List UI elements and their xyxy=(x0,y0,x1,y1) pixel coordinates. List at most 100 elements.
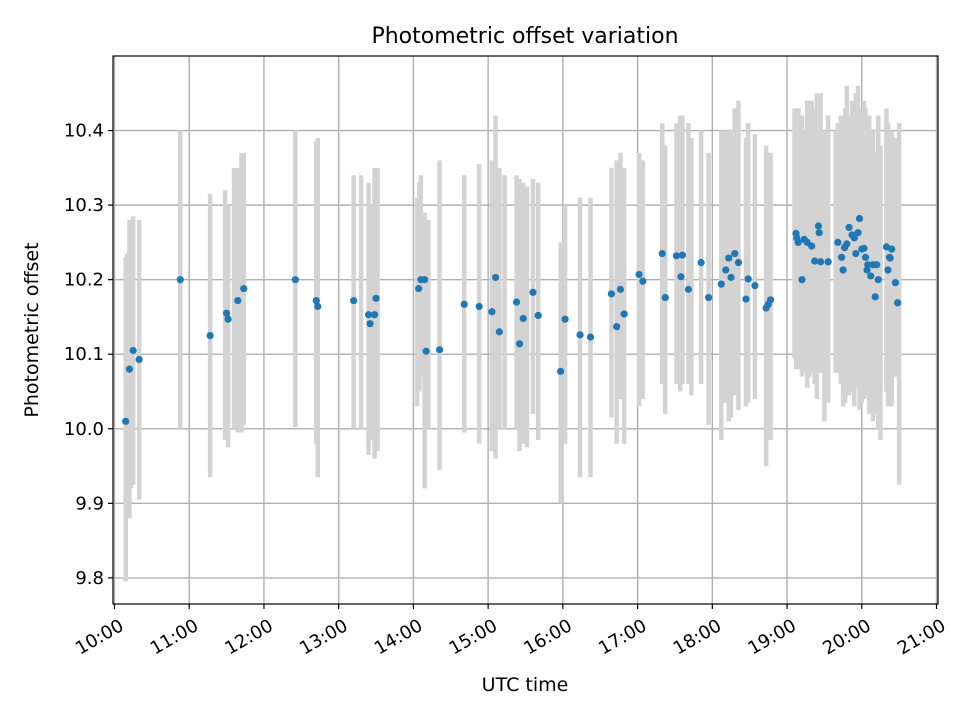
data-point xyxy=(135,355,143,364)
x-tick-label: 11:00 xyxy=(147,615,202,659)
data-point xyxy=(519,314,527,323)
data-point xyxy=(312,296,320,305)
data-point xyxy=(845,223,853,232)
data-point xyxy=(860,244,868,252)
data-point xyxy=(576,331,584,339)
data-point xyxy=(677,273,685,281)
data-point xyxy=(852,249,860,258)
data-point xyxy=(684,285,693,293)
data-point xyxy=(222,309,231,317)
data-point xyxy=(751,282,759,290)
y-tick-label: 10.2 xyxy=(64,270,104,291)
y-tick-label: 9.8 xyxy=(75,568,104,589)
data-point xyxy=(314,302,322,311)
data-point xyxy=(727,273,735,282)
data-point xyxy=(460,300,468,308)
data-point xyxy=(672,252,681,260)
data-point xyxy=(350,296,358,305)
data-point xyxy=(364,311,373,319)
y-axis-ticks: 9.8 9.9 10.0 10.1 10.2 10.3 10.4 xyxy=(64,121,113,589)
data-point xyxy=(717,280,725,288)
data-point xyxy=(366,320,374,328)
data-point xyxy=(744,275,752,283)
data-point xyxy=(291,276,299,284)
data-point xyxy=(658,249,666,258)
data-point xyxy=(697,258,705,267)
data-point xyxy=(422,347,430,355)
plot-frame xyxy=(112,55,939,605)
data-point xyxy=(815,229,823,237)
data-point xyxy=(370,311,379,319)
x-tick-label: 16:00 xyxy=(520,615,575,659)
data-point xyxy=(639,277,647,285)
data-point xyxy=(421,276,429,284)
data-point xyxy=(125,365,134,373)
data-point xyxy=(678,251,687,259)
data-point xyxy=(811,257,819,265)
data-point xyxy=(613,323,621,331)
data-point xyxy=(850,234,858,242)
data-point xyxy=(855,214,864,223)
data-point xyxy=(854,229,862,237)
data-point xyxy=(557,367,565,375)
data-point xyxy=(884,266,892,274)
data-point xyxy=(814,222,823,230)
data-point xyxy=(861,253,870,261)
x-axis-ticks: 10:00 11:00 12:00 13:00 14:00 15:00 16:00 17:00… xyxy=(72,604,949,659)
y-axis-label: Photometric offset xyxy=(21,242,43,417)
data-point xyxy=(635,270,643,279)
x-tick-label: 17:00 xyxy=(595,615,650,659)
data-point xyxy=(176,276,184,284)
data-point xyxy=(415,285,423,293)
x-tick-label: 13:00 xyxy=(296,615,351,659)
data-point xyxy=(843,240,851,248)
x-tick-label: 20:00 xyxy=(819,615,874,659)
data-point xyxy=(838,253,846,261)
data-point xyxy=(734,258,743,267)
data-point xyxy=(731,249,739,258)
x-axis-label: UTC time xyxy=(482,674,569,696)
y-tick-label: 10.4 xyxy=(64,121,104,142)
data-point xyxy=(529,288,537,296)
x-tick-label: 12:00 xyxy=(221,615,276,659)
data-point xyxy=(891,279,900,287)
data-point xyxy=(839,266,847,274)
data-point xyxy=(495,328,503,336)
data-point xyxy=(488,308,496,316)
data-point xyxy=(122,417,130,425)
chart-title: Photometric offset variation xyxy=(371,24,678,49)
data-point xyxy=(206,331,214,340)
data-point xyxy=(620,310,628,318)
data-point xyxy=(722,266,730,274)
data-point xyxy=(240,285,248,293)
data-point xyxy=(886,254,894,262)
data-point xyxy=(742,295,750,303)
x-tick-label: 21:00 xyxy=(894,615,949,659)
y-tick-label: 10.0 xyxy=(64,419,104,440)
data-point xyxy=(817,258,825,266)
data-point xyxy=(661,293,669,302)
data-point xyxy=(234,296,242,305)
data-point xyxy=(492,273,500,282)
data-point xyxy=(873,261,881,269)
data-point xyxy=(834,238,842,246)
data-point xyxy=(864,261,872,269)
x-tick-label: 10:00 xyxy=(72,615,127,659)
data-point xyxy=(475,302,483,311)
x-tick-label: 18:00 xyxy=(670,615,725,659)
data-point xyxy=(871,293,879,301)
x-tick-label: 14:00 xyxy=(371,615,426,659)
data-point xyxy=(767,296,775,304)
data-point xyxy=(129,346,137,355)
data-point xyxy=(794,238,802,246)
data-point xyxy=(435,346,444,354)
data-point xyxy=(512,298,521,306)
x-tick-label: 15:00 xyxy=(446,615,501,659)
y-tick-label: 10.3 xyxy=(64,195,104,216)
y-tick-label: 9.9 xyxy=(75,493,104,514)
data-point xyxy=(874,276,882,284)
data-point xyxy=(616,285,625,293)
data-point xyxy=(704,293,713,302)
data-point xyxy=(534,311,542,320)
